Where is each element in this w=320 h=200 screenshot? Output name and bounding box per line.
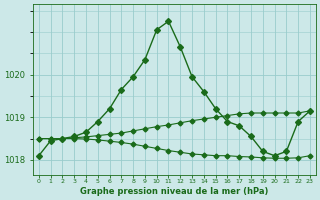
X-axis label: Graphe pression niveau de la mer (hPa): Graphe pression niveau de la mer (hPa)	[80, 187, 268, 196]
